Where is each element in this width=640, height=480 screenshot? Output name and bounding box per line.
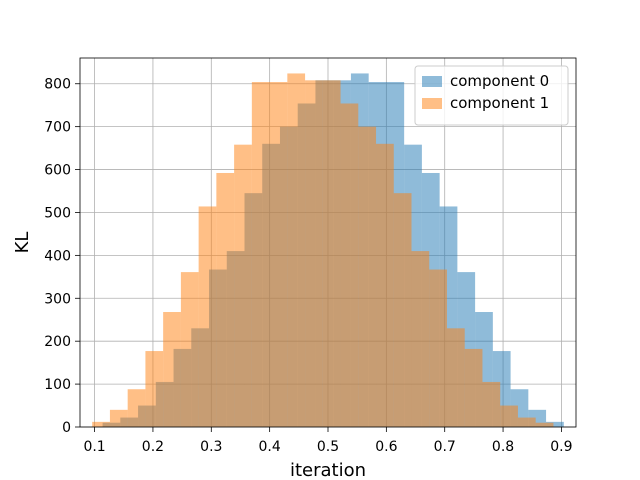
histogram-bar [163,312,181,427]
histogram-bar [482,381,501,427]
legend: component 0 component 1 [414,65,569,126]
x-tick-label: 0.4 [259,439,281,455]
y-tick-label: 400 [44,248,71,264]
x-tick-label: 0.5 [317,439,339,455]
histogram-bar [411,251,430,427]
histogram-bar [92,421,110,427]
histogram-bar [145,351,164,427]
x-tick-label: 0.7 [434,439,456,455]
histogram-bar [305,80,323,427]
x-tick-label: 0.8 [492,439,514,455]
bars [92,73,564,428]
histogram-bar [500,405,518,427]
legend-swatch [422,76,442,87]
y-tick-label: 200 [44,334,71,350]
histogram-bar [234,144,252,427]
histogram-bar [464,348,483,427]
histogram-bar [216,172,235,427]
histogram-bar [358,126,377,428]
y-tick-label: 500 [44,205,71,221]
x-tick-label: 0.9 [550,439,572,455]
legend-label: component 1 [450,94,549,112]
x-tick-label: 0.3 [200,439,222,455]
histogram-bar [446,328,465,427]
histogram-bar [198,206,217,427]
legend-box [414,65,569,126]
x-tick-label: 0.1 [83,439,105,455]
x-tick-label: 0.2 [142,439,164,455]
histogram-bar [180,272,199,427]
histogram-bar [127,389,146,427]
histogram-bar [340,103,359,428]
y-tick-label: 0 [62,420,71,436]
y-tick-label: 100 [44,377,71,393]
legend-label: component 0 [450,72,549,90]
histogram-bar [322,80,341,427]
legend-swatch [422,98,442,109]
series-1 [92,73,554,428]
y-tick-label: 800 [44,77,71,93]
histogram-bar [376,143,394,427]
histogram-bar [546,421,564,427]
histogram-bar [269,82,288,428]
y-tick-label: 300 [44,291,71,307]
y-tick-label: 700 [44,120,71,136]
histogram-bar [517,417,536,427]
histogram-bar [251,82,270,428]
histogram-bar [287,73,306,428]
y-axis-label: KL [12,232,33,254]
ticks: 0.1 0.2 0.3 0.4 0.5 0.6 0.7 0.8 0.9 0 100 200 300 400… [44,77,572,455]
y-tick-label: 600 [44,163,71,179]
x-axis-label: iteration [290,460,366,480]
histogram-bar [393,193,412,427]
histogram-bar [429,269,447,427]
histogram-bar [535,422,554,427]
x-tick-label: 0.6 [375,439,397,455]
histogram-bar [109,409,128,427]
